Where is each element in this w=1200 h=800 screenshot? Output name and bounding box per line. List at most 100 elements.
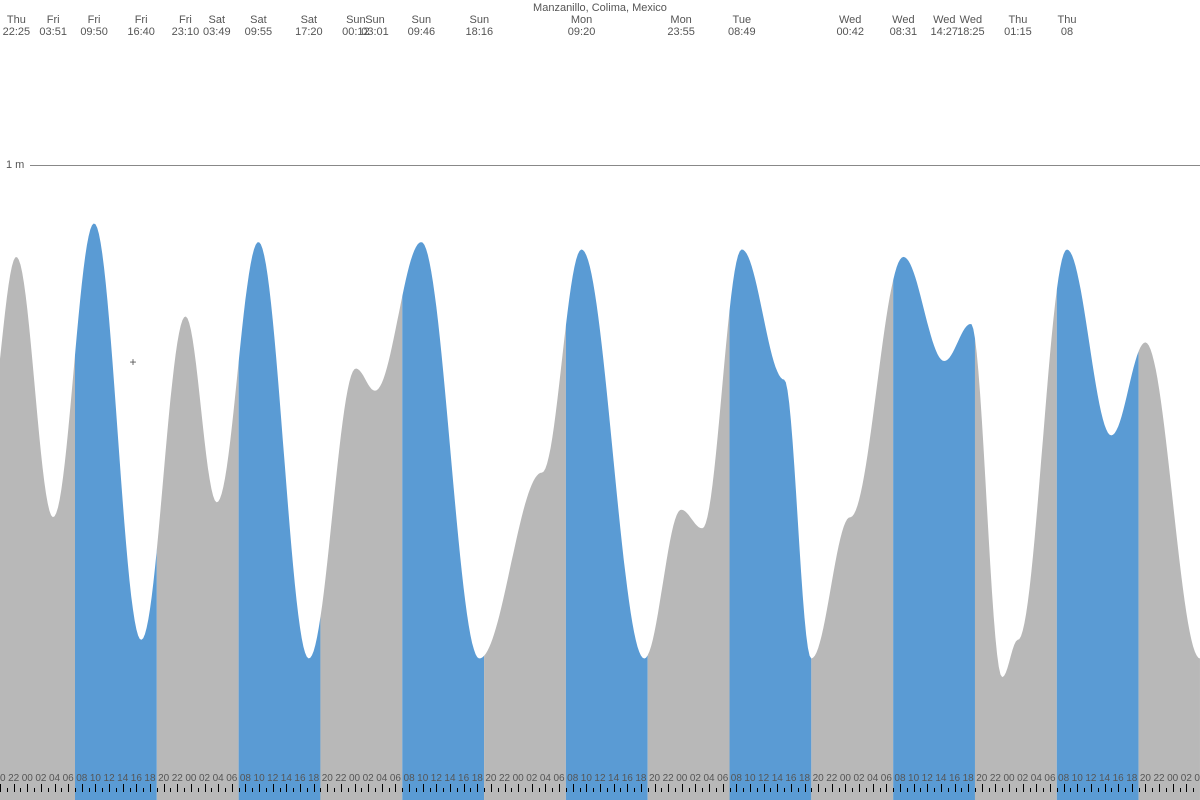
x-tick — [566, 788, 567, 792]
x-tick — [48, 788, 49, 792]
x-hour-label: 10 — [417, 773, 428, 784]
x-hour-label: 02 — [526, 773, 537, 784]
x-hour-label: 18 — [144, 773, 155, 784]
x-tick — [389, 788, 390, 792]
x-hour-label: 18 — [799, 773, 810, 784]
x-hour-label: 10 — [581, 773, 592, 784]
x-tick — [443, 788, 444, 792]
x-tick — [661, 788, 662, 792]
x-tick — [143, 788, 144, 792]
x-tick — [1139, 788, 1140, 792]
x-tick — [702, 788, 703, 792]
x-hour-label: 08 — [1058, 773, 1069, 784]
x-tick — [784, 788, 785, 792]
x-tick — [20, 788, 21, 792]
x-tick — [709, 784, 710, 792]
x-tick — [307, 788, 308, 792]
x-tick — [498, 788, 499, 792]
x-tick — [1064, 784, 1065, 792]
x-tick — [320, 788, 321, 792]
x-hour-label: 12 — [922, 773, 933, 784]
x-hour-label: 20 — [158, 773, 169, 784]
x-hour-label: 20 — [813, 773, 824, 784]
x-hour-label: 06 — [1044, 773, 1055, 784]
x-tick — [1193, 788, 1194, 792]
x-tick — [811, 788, 812, 792]
x-tick — [852, 788, 853, 792]
x-tick — [866, 788, 867, 792]
x-hour-label: 22 — [8, 773, 19, 784]
x-tick — [27, 784, 28, 792]
x-tick — [873, 784, 874, 792]
x-hour-label: 16 — [949, 773, 960, 784]
x-hour-label: 20 — [485, 773, 496, 784]
x-tick — [1084, 788, 1085, 792]
x-tick — [430, 788, 431, 792]
x-tick — [1166, 788, 1167, 792]
x-tick — [218, 784, 219, 792]
x-tick — [825, 788, 826, 792]
x-tick — [920, 788, 921, 792]
x-hour-label: 00 — [513, 773, 524, 784]
x-tick — [286, 784, 287, 792]
x-tick — [293, 788, 294, 792]
x-hour-label: 04 — [704, 773, 715, 784]
x-tick — [150, 784, 151, 792]
x-tick — [177, 784, 178, 792]
x-tick — [109, 784, 110, 792]
x-tick — [1050, 784, 1051, 792]
x-tick — [170, 788, 171, 792]
x-hour-label: 10 — [908, 773, 919, 784]
x-tick — [573, 784, 574, 792]
x-hour-label: 12 — [1085, 773, 1096, 784]
x-hour-label: 08 — [404, 773, 415, 784]
x-tick — [955, 784, 956, 792]
x-tick — [600, 784, 601, 792]
x-hour-label: 02 — [35, 773, 46, 784]
x-hour-label: 22 — [990, 773, 1001, 784]
x-tick — [505, 784, 506, 792]
x-hour-label: 22 — [172, 773, 183, 784]
x-tick — [995, 784, 996, 792]
x-tick — [1057, 788, 1058, 792]
x-tick — [423, 784, 424, 792]
x-hour-label: 16 — [785, 773, 796, 784]
x-tick — [450, 784, 451, 792]
x-hour-label: 12 — [104, 773, 115, 784]
x-hour-label: 06 — [226, 773, 237, 784]
x-tick — [259, 784, 260, 792]
x-tick — [1098, 788, 1099, 792]
x-hour-label: 06 — [63, 773, 74, 784]
x-tick — [818, 784, 819, 792]
x-tick — [648, 788, 649, 792]
x-tick — [620, 788, 621, 792]
x-tick — [880, 788, 881, 792]
x-tick — [893, 788, 894, 792]
x-tick — [655, 784, 656, 792]
x-hour-label: 14 — [117, 773, 128, 784]
x-tick — [552, 788, 553, 792]
x-tick — [934, 788, 935, 792]
x-hour-label: 16 — [1113, 773, 1124, 784]
x-hour-label: 04 — [213, 773, 224, 784]
x-hour-label: 10 — [254, 773, 265, 784]
x-hour-label: 06 — [390, 773, 401, 784]
x-hour-label: 20 — [976, 773, 987, 784]
x-hour-label: 16 — [458, 773, 469, 784]
x-tick — [743, 788, 744, 792]
x-tick — [245, 784, 246, 792]
x-tick — [491, 784, 492, 792]
x-tick — [95, 784, 96, 792]
x-tick — [614, 784, 615, 792]
x-hour-label: 14 — [1099, 773, 1110, 784]
x-hour-label: 00 — [185, 773, 196, 784]
x-tick — [1118, 784, 1119, 792]
x-hour-label: 04 — [540, 773, 551, 784]
x-tick — [948, 788, 949, 792]
x-tick — [484, 788, 485, 792]
x-tick — [1125, 788, 1126, 792]
x-hour-label: 16 — [294, 773, 305, 784]
x-tick — [627, 784, 628, 792]
x-tick — [184, 788, 185, 792]
x-tick — [525, 788, 526, 792]
